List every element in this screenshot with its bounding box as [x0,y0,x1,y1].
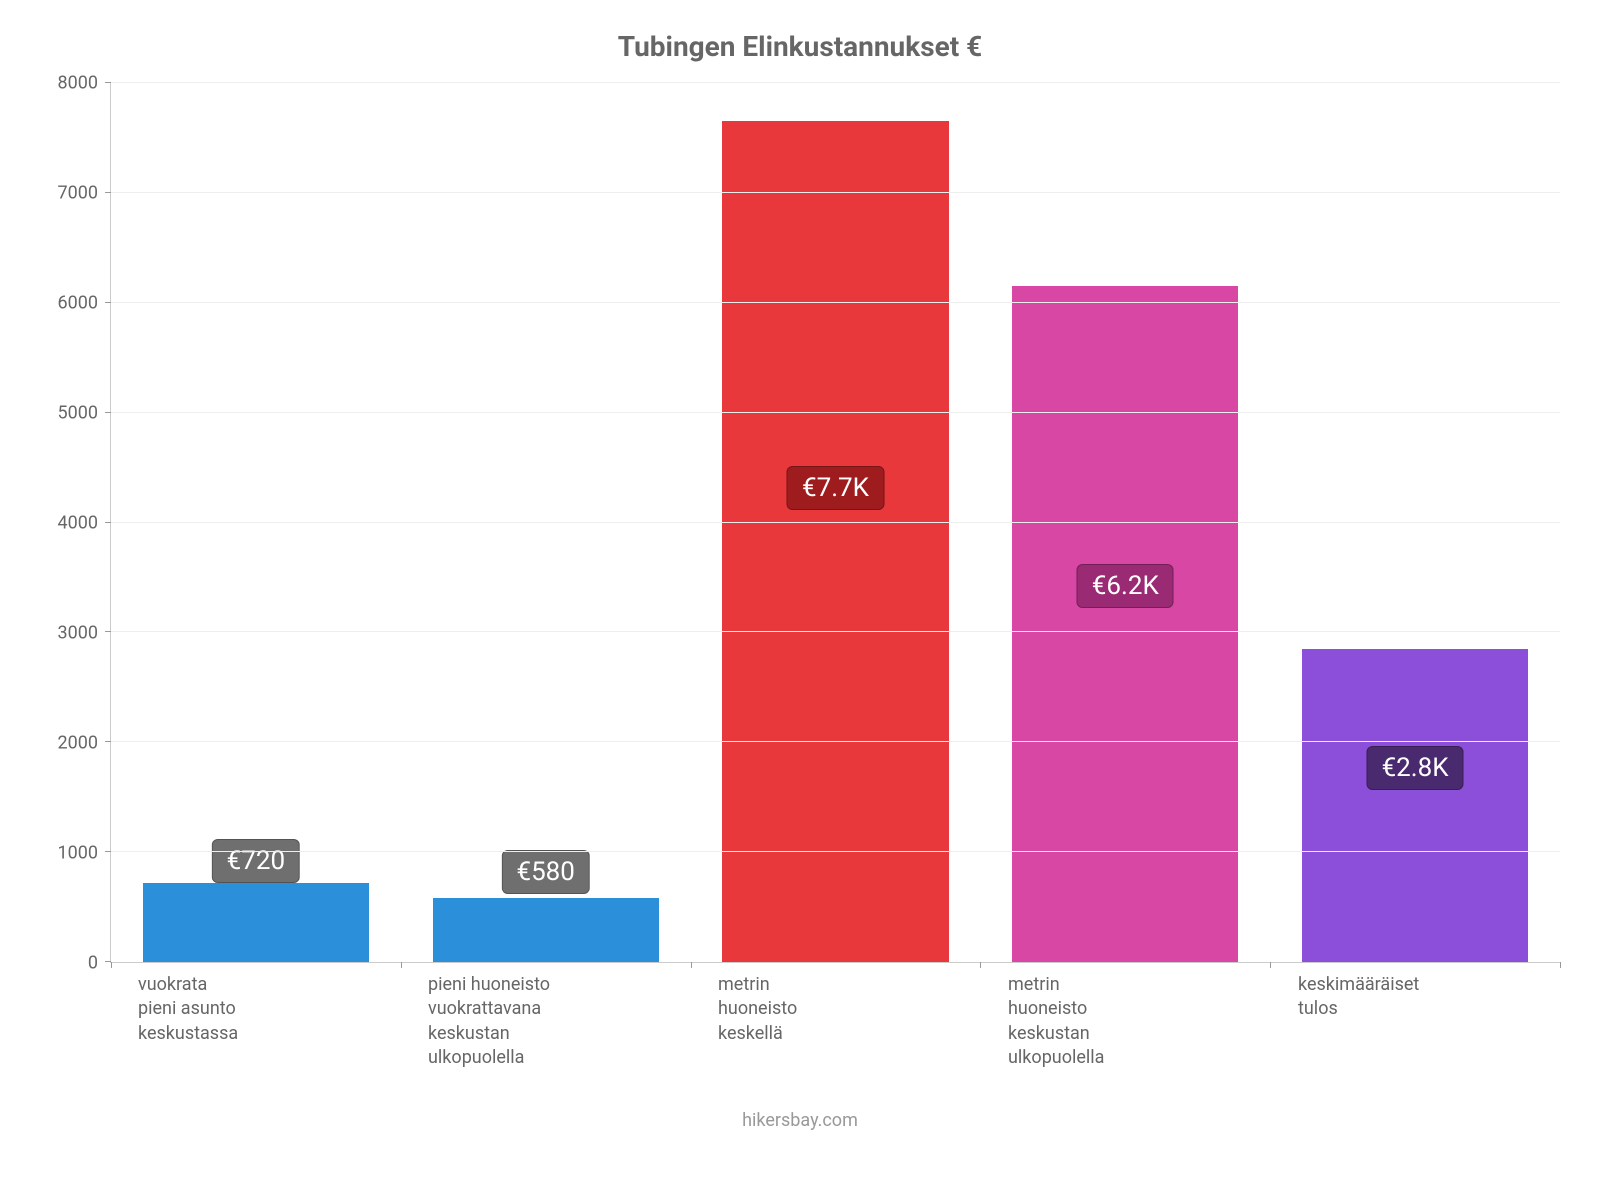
gridline [111,192,1560,193]
y-tick-label: 6000 [58,293,98,314]
value-badge: €720 [212,839,300,883]
chart-title: Tubingen Elinkustannukset € [40,30,1560,63]
y-tick-label: 0 [88,953,98,974]
gridline [111,302,1560,303]
x-label-slot: vuokrata pieni asunto keskustassa [110,973,400,1070]
value-badge: €2.8K [1367,746,1464,790]
y-tick-label: 7000 [58,183,98,204]
x-label-slot: metrin huoneisto keskellä [690,973,980,1070]
x-label-slot: metrin huoneisto keskustan ulkopuolella [980,973,1270,1070]
x-label: vuokrata pieni asunto keskustassa [138,973,238,1070]
x-label: metrin huoneisto keskellä [718,973,797,1070]
bar [143,883,369,962]
y-tick-label: 5000 [58,403,98,424]
bar [433,898,659,962]
bar [1302,649,1528,962]
y-axis: 010002000300040005000600070008000 [40,83,110,963]
plot-area: €720 €580 €7.7K €6.2K €2.8K [110,83,1560,963]
bar-slot: €7.7K [691,83,981,962]
y-tick-label: 8000 [58,73,98,94]
x-tick-mark [401,962,402,968]
x-axis: vuokrata pieni asunto keskustassa pieni h… [110,973,1560,1070]
bar-slot: €6.2K [980,83,1270,962]
y-tick-label: 2000 [58,733,98,754]
y-tick-label: 3000 [58,623,98,644]
x-label: metrin huoneisto keskustan ulkopuolella [1008,973,1104,1070]
bar-slot: €580 [401,83,691,962]
gridline [111,741,1560,742]
x-label-slot: keskimääräiset tulos [1270,973,1560,1070]
x-label-slot: pieni huoneisto vuokrattavana keskustan … [400,973,690,1070]
x-label: pieni huoneisto vuokrattavana keskustan … [428,973,550,1070]
x-tick-mark [691,962,692,968]
x-tick-mark [1560,962,1561,968]
gridline [111,631,1560,632]
bar-slot: €2.8K [1270,83,1560,962]
y-tick-label: 4000 [58,513,98,534]
attribution: hikersbay.com [40,1110,1560,1131]
gridline [111,851,1560,852]
bar-slot: €720 [111,83,401,962]
x-tick-mark [980,962,981,968]
plot-row: 010002000300040005000600070008000 €720€5… [40,83,1560,963]
y-tick-label: 1000 [58,843,98,864]
value-badge: €7.7K [787,466,884,510]
gridline [111,82,1560,83]
gridline [111,412,1560,413]
cost-of-living-chart: Tubingen Elinkustannukset € 0 1000 2000 300… [0,0,1600,1200]
bars-container: €720 €580 €7.7K €6.2K €2.8K [111,83,1560,962]
x-tick-mark [1270,962,1271,968]
bar [1012,286,1238,962]
bar [722,121,948,962]
value-badge: €580 [501,850,589,894]
x-tick-mark [111,962,112,968]
x-label: keskimääräiset tulos [1298,973,1419,1070]
gridline [111,522,1560,523]
value-badge: €6.2K [1077,564,1174,608]
